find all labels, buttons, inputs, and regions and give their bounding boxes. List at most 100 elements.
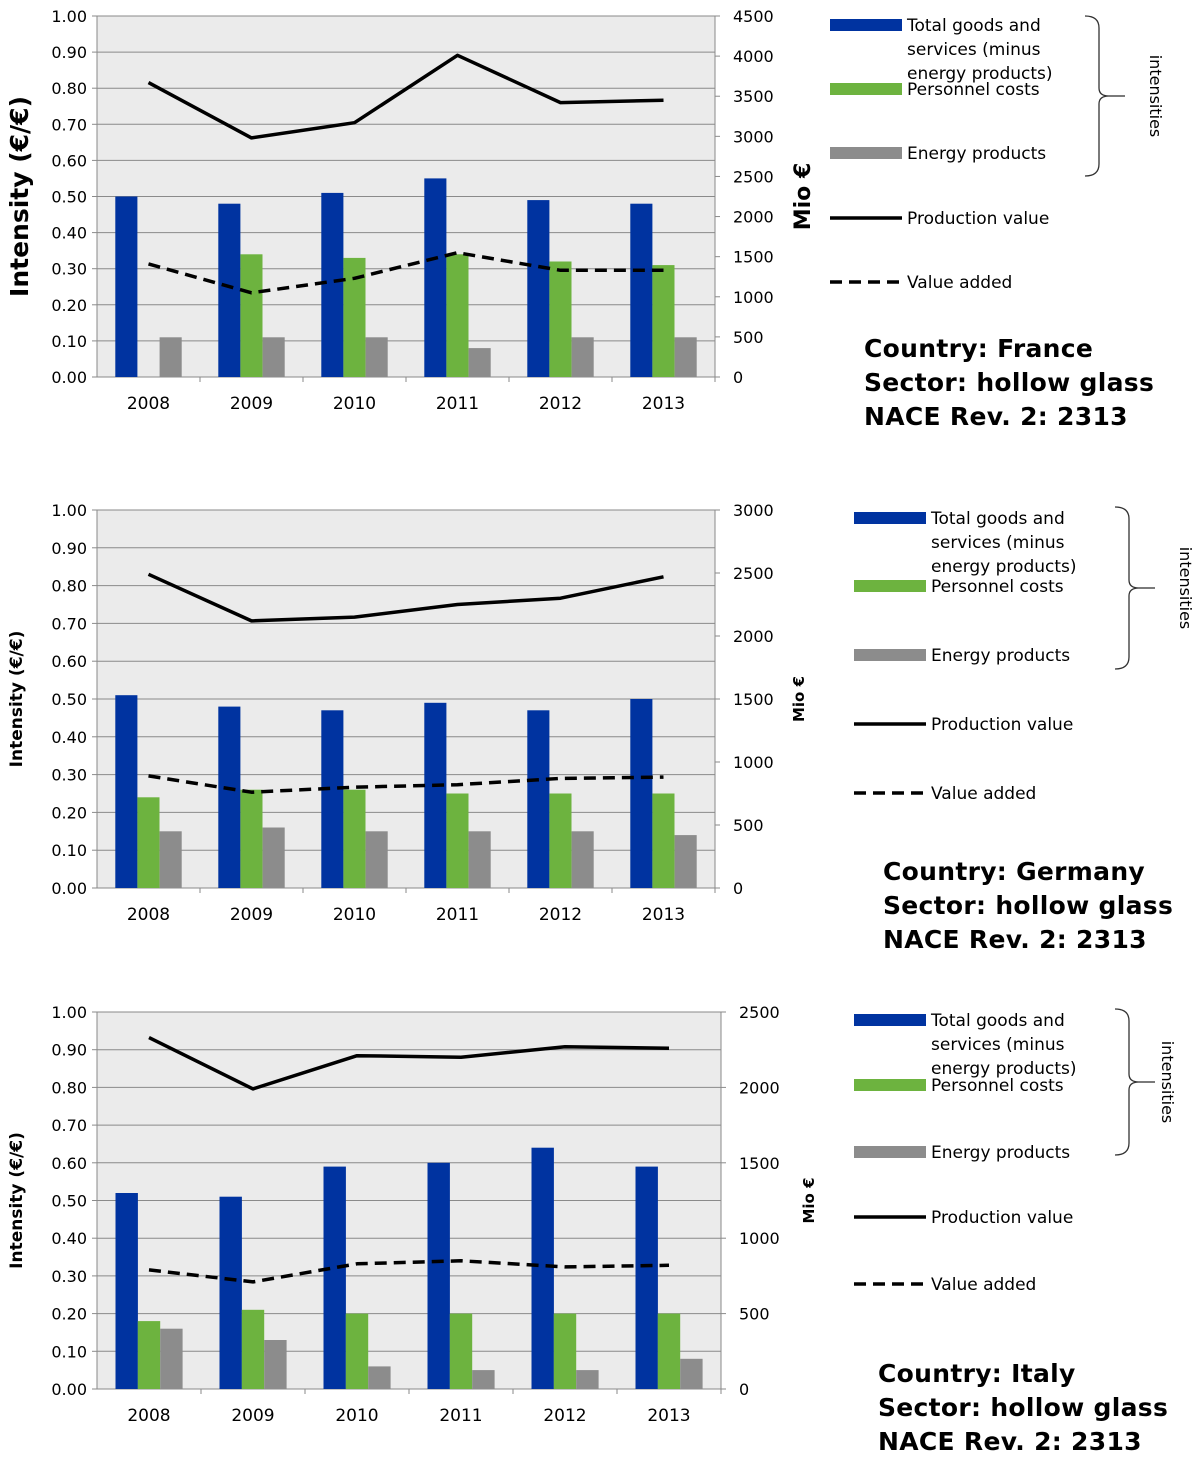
info-nace: NACE Rev. 2: 2313 (864, 400, 1154, 434)
x-tick-label: 2008 (127, 1406, 170, 1426)
y-tick-label: 0.80 (51, 577, 87, 596)
legend-bracket-label: intensities (1146, 55, 1165, 138)
legend-label-value-added: Value added (931, 1275, 1036, 1295)
x-tick-label: 2012 (539, 905, 582, 925)
legend-label-production-value: Production value (931, 1208, 1073, 1228)
chart-info-france: Country: France Sector: hollow glass NAC… (864, 332, 1154, 434)
bar-total-goods (324, 1167, 346, 1389)
y-axis-title: Intensity (€/€) (5, 96, 34, 297)
bar-total-goods (218, 707, 240, 888)
y2-tick-label: 0 (739, 1380, 749, 1399)
y-tick-label: 0.50 (51, 1192, 87, 1211)
y-tick-label: 0.10 (51, 332, 87, 351)
y-tick-label: 0.50 (51, 690, 87, 709)
y-tick-label: 0.90 (51, 539, 87, 558)
bar-energy-products (675, 337, 697, 377)
bar-personnel-costs (554, 1314, 576, 1389)
x-tick-label: 2009 (230, 905, 273, 925)
y-tick-label: 0.20 (51, 296, 87, 315)
y2-tick-label: 3000 (733, 127, 774, 146)
bar-personnel-costs (343, 790, 365, 888)
bar-energy-products (469, 348, 491, 377)
y-tick-label: 1.00 (51, 7, 87, 26)
legend-swatch-total-goods (854, 1014, 926, 1026)
bar-total-goods (527, 710, 549, 888)
bar-total-goods (218, 204, 240, 377)
x-tick-label: 2011 (436, 905, 479, 925)
legend-bracket (1115, 1009, 1139, 1155)
y2-axis-title: Mio € (800, 1177, 818, 1223)
legend-swatch-total-goods (830, 19, 902, 31)
legend-label-total-goods: Total goods and (930, 1011, 1065, 1031)
x-tick-label: 2013 (642, 394, 685, 414)
y2-tick-label: 2000 (733, 627, 774, 646)
bar-personnel-costs (240, 254, 262, 377)
y2-tick-label: 500 (733, 816, 764, 835)
y-tick-label: 0.50 (51, 188, 87, 207)
y-tick-label: 1.00 (51, 1003, 87, 1022)
y2-tick-label: 2000 (739, 1078, 780, 1097)
bar-total-goods (630, 699, 652, 888)
legend-label-production-value: Production value (907, 209, 1049, 229)
x-tick-label: 2011 (436, 394, 479, 414)
legend-label-production-value: Production value (931, 715, 1073, 735)
y-tick-label: 0.40 (51, 224, 87, 243)
y-tick-label: 0.30 (51, 260, 87, 279)
bar-personnel-costs (138, 1321, 160, 1389)
bar-total-goods (527, 200, 549, 377)
bar-total-goods (532, 1148, 554, 1389)
y-axis-title: Intensity (€/€) (7, 631, 27, 768)
legend-label-energy-products: Energy products (907, 144, 1046, 164)
bar-personnel-costs (658, 1314, 680, 1389)
bar-energy-products (263, 337, 285, 377)
bar-personnel-costs (240, 790, 262, 888)
legend-label-personnel-costs: Personnel costs (931, 1076, 1064, 1096)
y2-tick-label: 4000 (733, 47, 774, 66)
bar-total-goods (115, 695, 137, 888)
y2-tick-label: 500 (739, 1305, 770, 1324)
bar-total-goods (220, 1197, 242, 1389)
bar-energy-products (366, 831, 388, 888)
bar-personnel-costs (242, 1310, 264, 1389)
x-tick-label: 2009 (230, 394, 273, 414)
bar-energy-products (572, 831, 594, 888)
y2-tick-label: 4500 (733, 7, 774, 26)
chart-info-italy: Country: Italy Sector: hollow glass NACE… (878, 1357, 1168, 1459)
legend-bracket (1085, 16, 1109, 176)
bar-personnel-costs (549, 794, 571, 889)
y2-tick-label: 2500 (739, 1003, 780, 1022)
x-tick-label: 2013 (647, 1406, 690, 1426)
y-tick-label: 0.40 (51, 1229, 87, 1248)
legend-swatch-energy-products (830, 147, 902, 159)
legend-bracket (1115, 507, 1139, 669)
bar-energy-products (160, 1329, 182, 1389)
bar-total-goods (630, 204, 652, 377)
bar-total-goods (424, 178, 446, 377)
y-tick-label: 0.90 (51, 43, 87, 62)
y2-tick-label: 2500 (733, 167, 774, 186)
y2-tick-label: 1000 (733, 753, 774, 772)
bar-total-goods (428, 1163, 450, 1389)
legend-swatch-personnel-costs (854, 580, 926, 592)
x-tick-label: 2009 (231, 1406, 274, 1426)
bar-personnel-costs (346, 1314, 368, 1389)
legend-label-energy-products: Energy products (931, 646, 1070, 666)
y2-tick-label: 3000 (733, 501, 774, 520)
y2-tick-label: 3500 (733, 87, 774, 106)
y2-tick-label: 1500 (733, 248, 774, 267)
y2-axis-title: Mio € (791, 163, 816, 231)
y-tick-label: 0.80 (51, 79, 87, 98)
y-tick-label: 0.60 (51, 151, 87, 170)
y-tick-label: 0.10 (51, 841, 87, 860)
legend-label-total-goods: services (minus (907, 40, 1041, 60)
bar-total-goods (116, 1193, 138, 1389)
bar-energy-products (368, 1366, 390, 1389)
bar-energy-products (675, 835, 697, 888)
legend-label-total-goods: services (minus (931, 1035, 1065, 1055)
bar-energy-products (160, 337, 182, 377)
info-sector: Sector: hollow glass (864, 366, 1154, 400)
y2-tick-label: 0 (733, 879, 743, 898)
bar-energy-products (366, 337, 388, 377)
bar-personnel-costs (652, 794, 674, 889)
